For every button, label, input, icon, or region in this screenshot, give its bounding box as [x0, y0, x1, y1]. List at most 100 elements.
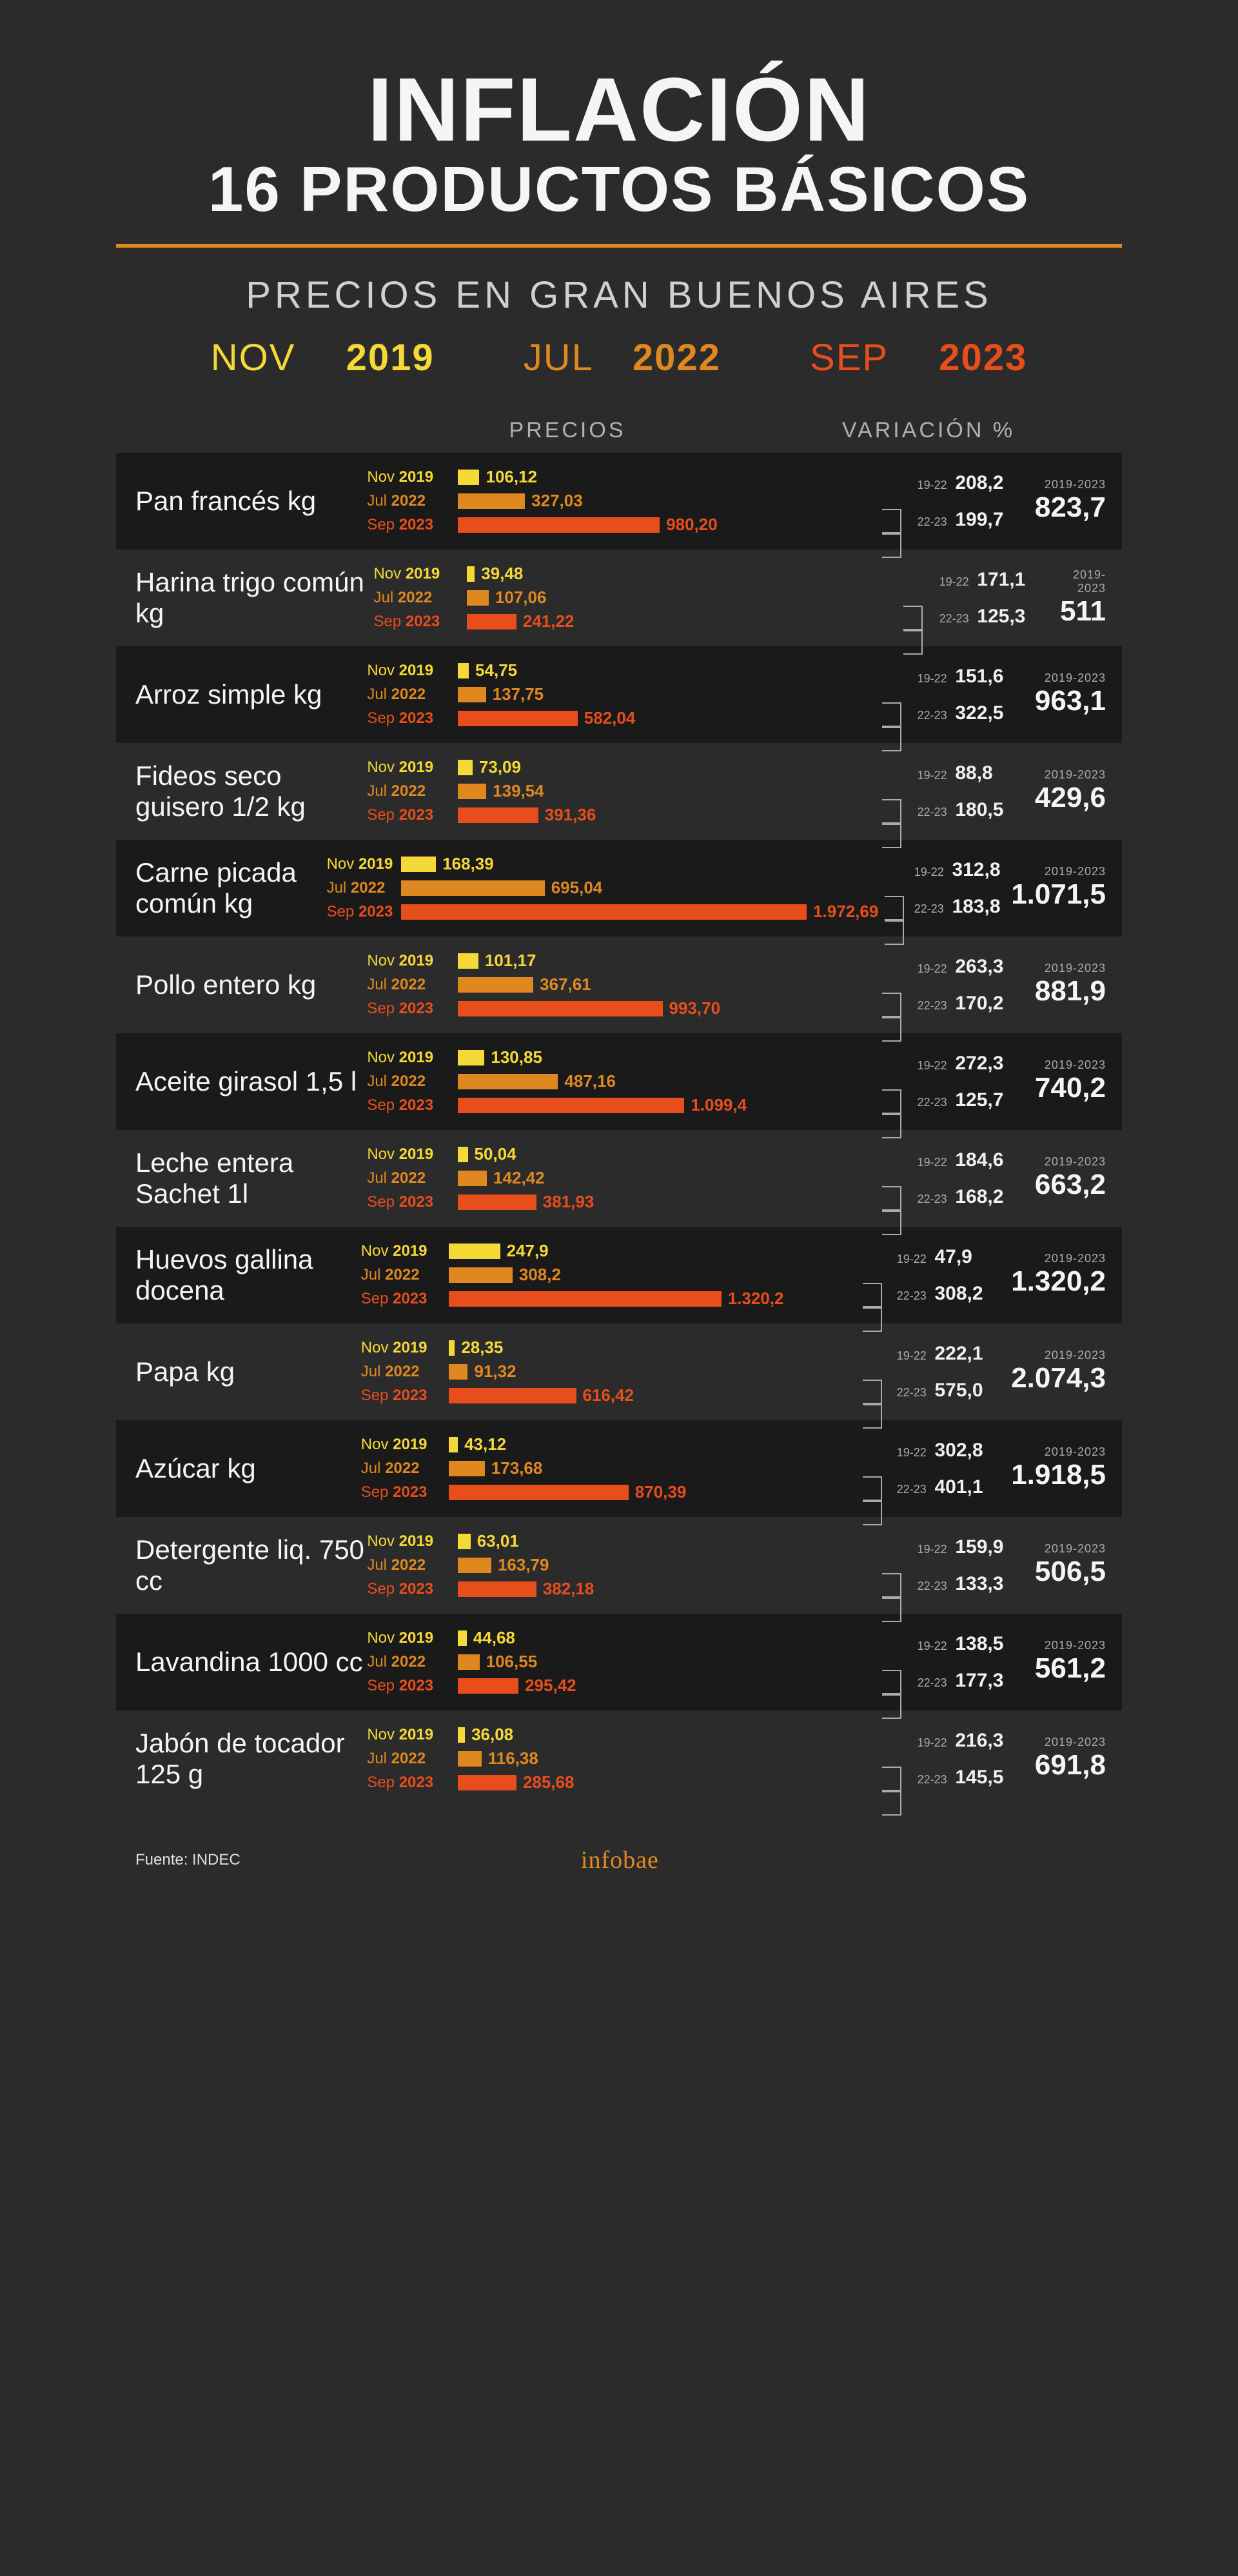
bracket-icon — [863, 1404, 882, 1429]
price-2023: 870,39 — [635, 1482, 687, 1502]
total-value: 1.320,2 — [1011, 1265, 1106, 1298]
bracket-icon — [882, 1670, 901, 1694]
bracket-icon — [882, 1186, 901, 1211]
variation-19-22: 216,3 — [955, 1730, 1003, 1751]
bar-2022 — [458, 493, 526, 509]
bar-2022 — [458, 1171, 487, 1186]
product-row: Fideos seco guisero 1/2 kg Nov 2019 Jul … — [116, 743, 1122, 840]
infographic-container: INFLACIÓN 16 PRODUCTOS BÁSICOS PRECIOS E… — [0, 0, 1238, 1926]
total-value: 429,6 — [1035, 782, 1106, 814]
legend-period-2: JUL2022 — [504, 337, 740, 379]
price-bars: 50,04 142,42 381,93 — [458, 1142, 876, 1214]
period-labels: Nov 2019 Jul 2022 Sep 2023 — [367, 659, 457, 731]
variation-22-23: 170,2 — [955, 993, 1003, 1014]
bar-2022 — [458, 1751, 482, 1767]
variation-col: 19-22 263,3 22-23 170,2 — [910, 948, 1035, 1022]
product-row: Lavandina 1000 cc Nov 2019 Jul 2022 Sep … — [116, 1614, 1122, 1710]
bar-2023 — [401, 904, 807, 920]
brand-logo: infobae — [581, 1846, 659, 1874]
variation-col: 19-22 47,9 22-23 308,2 — [889, 1238, 1011, 1312]
variation-col: 19-22 208,2 22-23 199,7 — [910, 464, 1035, 538]
variation-22-23: 168,2 — [955, 1186, 1003, 1207]
price-bars: 247,9 308,2 1.320,2 — [449, 1239, 856, 1311]
period-labels: Nov 2019 Jul 2022 Sep 2023 — [367, 1529, 457, 1601]
total-variation: 2019-2023 691,8 — [1035, 1736, 1106, 1781]
price-bars: 130,85 487,16 1.099,4 — [458, 1045, 876, 1117]
product-row: Arroz simple kg Nov 2019 Jul 2022 Sep 20… — [116, 646, 1122, 743]
bar-2022 — [458, 1558, 491, 1573]
footer: Fuente: INDEC infobae — [116, 1846, 1122, 1874]
bracket-icon — [885, 896, 904, 920]
product-row: Papa kg Nov 2019 Jul 2022 Sep 2023 28,35… — [116, 1323, 1122, 1420]
bar-2023 — [458, 711, 578, 726]
period-labels: Nov 2019 Jul 2022 Sep 2023 — [367, 1626, 457, 1698]
product-name: Detergente liq. 750 cc — [135, 1534, 367, 1597]
period-labels: Nov 2019 Jul 2022 Sep 2023 — [361, 1239, 449, 1311]
product-rows: Pan francés kg Nov 2019 Jul 2022 Sep 202… — [116, 453, 1122, 1807]
bracket-icon — [882, 993, 901, 1017]
title-line1: INFLACIÓN — [116, 64, 1122, 155]
price-2022: 367,61 — [540, 975, 591, 995]
price-2023: 616,42 — [583, 1385, 634, 1405]
price-2019: 54,75 — [475, 660, 517, 680]
variation-22-23: 308,2 — [934, 1283, 983, 1304]
title-block: INFLACIÓN 16 PRODUCTOS BÁSICOS — [116, 64, 1122, 224]
product-name: Carne picada común kg — [135, 857, 327, 920]
variation-22-23: 401,1 — [934, 1476, 983, 1498]
bracket-icon — [882, 509, 901, 533]
price-2023: 993,70 — [669, 998, 721, 1018]
bar-2019 — [458, 1050, 485, 1065]
bar-2023 — [458, 807, 538, 823]
price-2019: 63,01 — [477, 1531, 519, 1551]
price-2022: 107,06 — [495, 588, 547, 608]
total-value: 740,2 — [1035, 1072, 1106, 1104]
variation-19-22: 138,5 — [955, 1633, 1003, 1654]
price-2019: 130,85 — [491, 1047, 542, 1067]
product-name: Papa kg — [135, 1356, 361, 1387]
bar-2022 — [467, 590, 489, 606]
bracket-icon — [882, 1791, 901, 1816]
bracket-icon — [882, 1114, 901, 1138]
bar-2023 — [449, 1485, 629, 1500]
variation-col: 19-22 88,8 22-23 180,5 — [910, 755, 1035, 828]
price-2022: 142,42 — [493, 1168, 545, 1188]
price-bars: 28,35 91,32 616,42 — [449, 1336, 856, 1407]
price-bars: 101,17 367,61 993,70 — [458, 949, 876, 1020]
product-row: Carne picada común kg Nov 2019 Jul 2022 … — [116, 840, 1122, 936]
variation-col: 19-22 312,8 22-23 183,8 — [907, 851, 1011, 925]
variation-22-23: 199,7 — [955, 509, 1003, 530]
total-variation: 2019-2023 511 — [1060, 568, 1106, 628]
bar-2019 — [449, 1437, 458, 1452]
total-variation: 2019-2023 1.320,2 — [1011, 1252, 1106, 1298]
bar-2019 — [458, 1534, 471, 1549]
bracket-icon — [882, 702, 901, 727]
product-name: Harina trigo común kg — [135, 567, 373, 629]
price-2023: 295,42 — [525, 1676, 576, 1696]
bracket-icon — [882, 824, 901, 848]
period-labels: Nov 2019 Jul 2022 Sep 2023 — [367, 1142, 457, 1214]
price-2023: 241,22 — [523, 611, 575, 631]
price-bars: 39,48 107,06 241,22 — [467, 562, 897, 633]
variation-col: 19-22 272,3 22-23 125,7 — [910, 1045, 1035, 1118]
total-value: 511 — [1060, 595, 1106, 628]
total-value: 2.074,3 — [1011, 1362, 1106, 1394]
price-2022: 173,68 — [491, 1458, 543, 1478]
product-name: Aceite girasol 1,5 l — [135, 1066, 367, 1097]
bar-2022 — [458, 687, 486, 702]
period-labels: Nov 2019 Jul 2022 Sep 2023 — [367, 1723, 457, 1795]
variation-col: 19-22 184,6 22-23 168,2 — [910, 1142, 1035, 1215]
period-labels: Nov 2019 Jul 2022 Sep 2023 — [367, 755, 457, 827]
price-bars: 44,68 106,55 295,42 — [458, 1626, 876, 1698]
bar-2023 — [458, 1001, 663, 1016]
product-name: Arroz simple kg — [135, 679, 367, 710]
bracket-icon — [882, 727, 901, 751]
product-row: Huevos gallina docena Nov 2019 Jul 2022 … — [116, 1227, 1122, 1323]
product-row: Detergente liq. 750 cc Nov 2019 Jul 2022… — [116, 1517, 1122, 1614]
period-labels: Nov 2019 Jul 2022 Sep 2023 — [367, 949, 457, 1021]
bracket-icon — [863, 1283, 882, 1307]
bar-2019 — [458, 760, 473, 775]
header-precios: PRECIOS — [400, 418, 735, 443]
total-value: 963,1 — [1035, 685, 1106, 717]
price-2023: 285,68 — [523, 1772, 575, 1792]
price-bars: 43,12 173,68 870,39 — [449, 1432, 856, 1504]
